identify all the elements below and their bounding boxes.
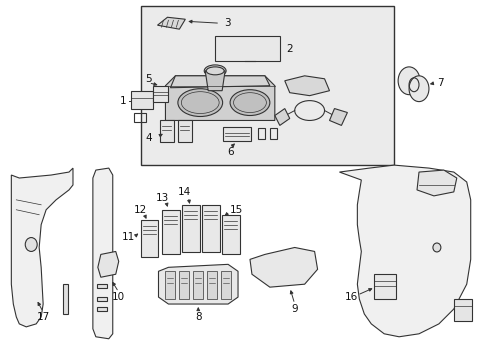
FancyBboxPatch shape [178,121,192,142]
Polygon shape [274,109,289,125]
FancyBboxPatch shape [152,86,168,102]
Text: 7: 7 [437,78,443,88]
FancyBboxPatch shape [63,284,68,314]
Ellipse shape [204,65,225,77]
Text: 2: 2 [286,44,292,54]
Polygon shape [249,247,317,287]
Ellipse shape [206,67,224,75]
Ellipse shape [25,238,37,251]
Polygon shape [11,168,73,327]
FancyBboxPatch shape [97,284,106,288]
Polygon shape [329,109,346,125]
Text: 9: 9 [291,304,297,314]
Text: 6: 6 [226,147,233,157]
FancyBboxPatch shape [141,6,393,165]
Text: 12: 12 [134,205,147,215]
FancyBboxPatch shape [207,271,217,299]
FancyBboxPatch shape [182,205,200,252]
Text: 17: 17 [37,312,50,322]
Ellipse shape [230,90,269,116]
FancyBboxPatch shape [453,299,471,321]
Ellipse shape [408,76,428,102]
Polygon shape [284,76,329,96]
Polygon shape [170,76,269,88]
FancyBboxPatch shape [221,271,231,299]
FancyBboxPatch shape [373,274,395,299]
Polygon shape [205,71,224,91]
Text: 11: 11 [122,231,135,242]
Text: 14: 14 [177,187,191,197]
FancyBboxPatch shape [222,215,240,255]
FancyBboxPatch shape [162,210,180,255]
Text: 13: 13 [156,193,169,203]
FancyBboxPatch shape [97,297,106,301]
FancyBboxPatch shape [223,127,250,141]
FancyBboxPatch shape [193,271,203,299]
Text: 4: 4 [145,133,152,143]
Polygon shape [416,170,456,196]
FancyBboxPatch shape [179,271,189,299]
Polygon shape [158,264,238,304]
Ellipse shape [397,67,419,95]
FancyBboxPatch shape [97,307,106,311]
Polygon shape [98,251,119,277]
Polygon shape [165,76,274,121]
Ellipse shape [432,243,440,252]
FancyBboxPatch shape [215,36,279,61]
Polygon shape [339,165,470,337]
Polygon shape [93,168,113,339]
Text: 10: 10 [112,292,125,302]
Text: 16: 16 [344,292,357,302]
Text: 15: 15 [229,205,242,215]
Text: 1: 1 [119,96,126,105]
Text: 3: 3 [224,18,230,28]
FancyBboxPatch shape [202,205,220,252]
FancyBboxPatch shape [165,271,175,299]
Text: 8: 8 [195,312,201,322]
FancyBboxPatch shape [130,91,152,109]
Polygon shape [157,17,185,29]
Text: 5: 5 [145,74,152,84]
FancyBboxPatch shape [160,121,174,142]
Ellipse shape [178,89,222,117]
FancyBboxPatch shape [141,220,158,257]
